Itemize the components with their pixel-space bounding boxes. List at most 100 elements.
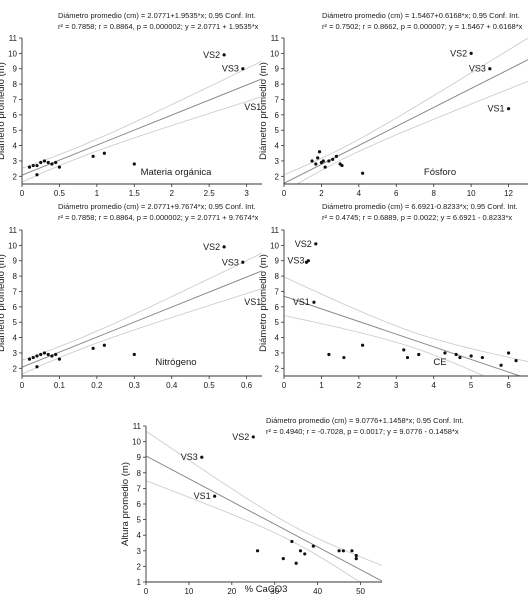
data-point [341, 549, 345, 553]
data-point [54, 352, 58, 357]
point-label: VS3 [222, 64, 239, 74]
data-point [334, 154, 338, 158]
point-label: VS3 [287, 256, 304, 266]
y-tick-label: 3 [275, 349, 280, 358]
y-tick-label: 7 [137, 484, 142, 493]
confidence-band-lower [284, 315, 486, 376]
y-tick-label: 8 [13, 80, 18, 89]
chart-annotation-line: Diámetro promedio (cm) = 2.0771+9.7674*x… [58, 202, 256, 211]
chart-annotation-line: r² = 0.4940; r = -0.7028, p = 0.0017; y … [266, 427, 459, 436]
y-tick-label: 5 [137, 516, 142, 525]
y-tick-label: 11 [133, 422, 142, 431]
y-tick-label: 2 [275, 364, 280, 373]
x-tick-label: 40 [313, 587, 322, 596]
x-tick-label: 0.6 [241, 381, 253, 390]
x-tick-label: 50 [356, 587, 365, 596]
x-tick-label: 30 [270, 587, 279, 596]
y-tick-label: 3 [137, 547, 142, 556]
y-tick-label: 6 [13, 111, 18, 120]
y-tick-label: 4 [137, 531, 142, 540]
x-tick-label: 5 [469, 381, 474, 390]
data-point [340, 163, 344, 168]
y-tick-label: 8 [13, 272, 18, 281]
x-tick-label: 1 [95, 189, 100, 198]
data-point [402, 348, 406, 352]
x-tick-label: 2.5 [204, 189, 216, 198]
confidence-band-lower [146, 480, 361, 582]
x-tick-label: 0.3 [129, 381, 141, 390]
x-axis-label: Nitrógeno [155, 357, 196, 368]
point-label: VS1 [244, 102, 261, 112]
data-point [458, 355, 462, 360]
chart-annotation-line: Diámetro promedio (cm) = 1.5467+0.6168*x… [322, 11, 520, 20]
data-point [327, 352, 331, 357]
data-point [323, 165, 327, 169]
data-point [46, 352, 50, 357]
y-tick-label: 8 [275, 272, 280, 281]
y-tick-label: 9 [137, 453, 142, 462]
y-tick-label: 2 [13, 172, 18, 181]
y-tick-label: 6 [137, 500, 142, 509]
y-tick-label: 11 [9, 34, 18, 43]
y-tick-label: 11 [271, 34, 280, 43]
data-point [443, 351, 447, 355]
x-tick-label: 0 [20, 189, 25, 198]
y-tick-label: 10 [132, 438, 141, 447]
x-tick-label: 12 [504, 189, 513, 198]
x-tick-label: 10 [184, 587, 193, 596]
point-label: VS1 [293, 297, 310, 307]
y-tick-label: 10 [8, 49, 17, 58]
confidence-band-upper [22, 252, 262, 361]
y-tick-label: 6 [13, 303, 18, 312]
data-point [310, 159, 314, 163]
regression-line [146, 455, 382, 582]
point-label: VS2 [295, 239, 312, 249]
data-point [102, 151, 106, 155]
chart-annotation-line: r² = 0.4745; r = 0.6889, p = 0.0022; y =… [322, 213, 512, 222]
data-point [57, 357, 62, 361]
y-tick-label: 2 [275, 172, 280, 181]
data-point [350, 549, 354, 553]
y-tick-label: 5 [275, 318, 280, 327]
y-tick-label: 7 [275, 287, 280, 296]
y-tick-label: 5 [275, 126, 280, 135]
data-point [361, 171, 365, 175]
data-point [317, 150, 322, 154]
data-point [294, 561, 298, 565]
chart-fosforo: Diámetro promedio (cm) = 1.5467+0.6168*x… [258, 11, 528, 198]
y-axis-label: Diámetro promedio (m) [0, 62, 7, 160]
regression-line [22, 78, 262, 176]
y-tick-label: 4 [275, 334, 280, 343]
data-point [281, 557, 285, 561]
data-point [480, 355, 484, 360]
data-point [499, 363, 503, 367]
chart-annotation-line: r² = 0.7858; r = 0.8864, p = 0.000002; y… [58, 22, 259, 31]
chart-annotation-line: r² = 0.7502; r = 0.8662, p = 0.000007; y… [322, 22, 523, 31]
chart-annotation-line: Diámetro promedio (cm) = 2.0771+1.9535*x… [58, 11, 256, 20]
x-tick-label: 8 [431, 189, 436, 198]
y-tick-label: 10 [8, 241, 17, 250]
data-point [417, 352, 421, 357]
y-tick-label: 4 [275, 142, 280, 151]
data-point [241, 260, 245, 264]
data-point [514, 359, 518, 363]
point-label: VS3 [181, 452, 198, 462]
data-point [132, 162, 136, 166]
y-tick-label: 1 [137, 578, 142, 587]
x-tick-label: 4 [357, 189, 362, 198]
y-tick-label: 10 [270, 241, 279, 250]
data-point [35, 173, 39, 177]
y-tick-label: 3 [275, 157, 280, 166]
confidence-band-upper [284, 276, 528, 363]
x-axis-label: Fósforo [424, 167, 456, 178]
data-point [405, 355, 410, 360]
data-point [337, 549, 341, 553]
data-point [42, 159, 47, 163]
confidence-band-lower [296, 80, 528, 184]
y-tick-label: 5 [13, 318, 18, 327]
x-axis-label: % CaCO3 [245, 584, 288, 595]
x-tick-label: 2 [357, 381, 362, 390]
data-point [303, 552, 307, 556]
point-label: VS3 [469, 64, 486, 74]
data-point [361, 343, 365, 347]
